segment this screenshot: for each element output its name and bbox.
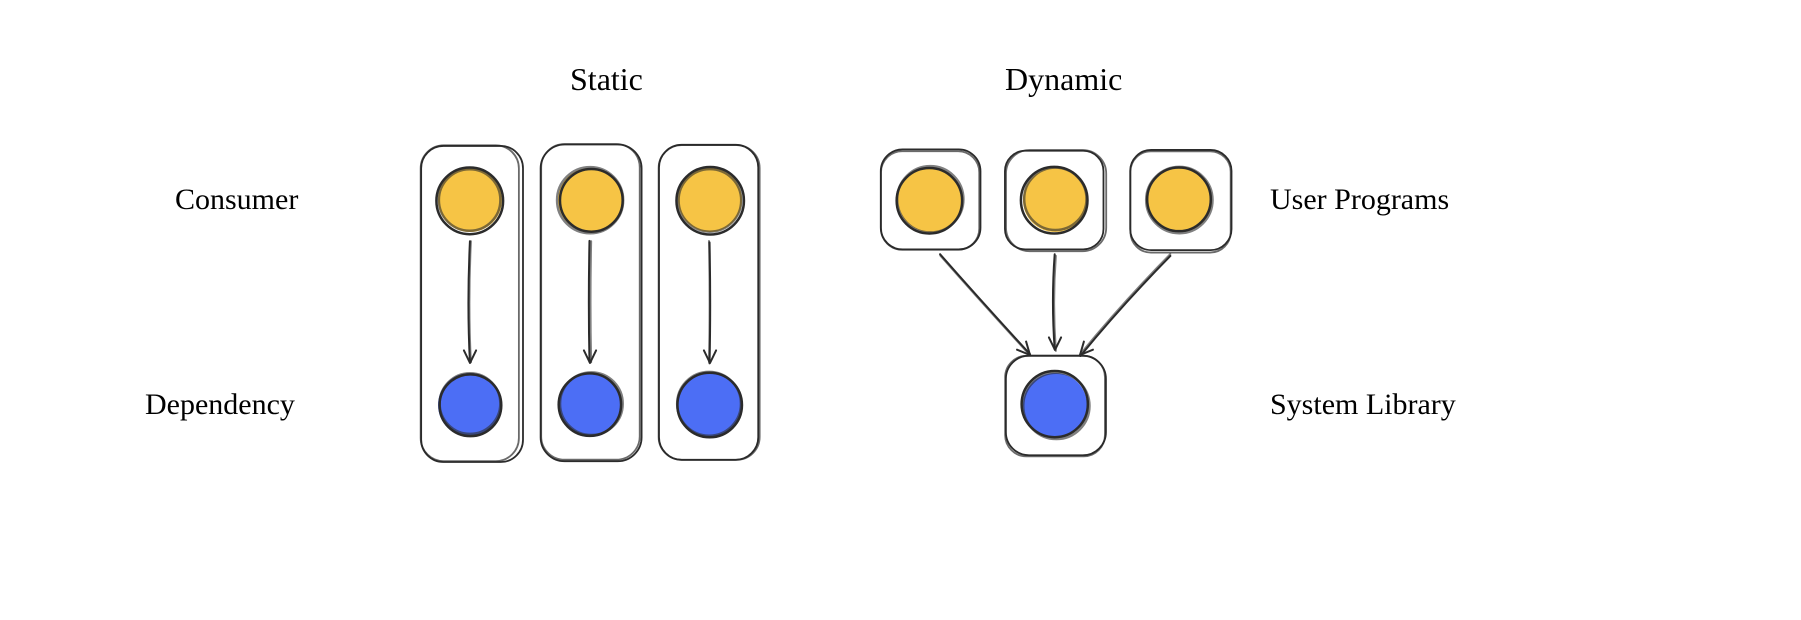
dynamic-title: Dynamic [1005,61,1122,98]
static-left-label-0: Consumer [175,183,298,217]
static-left-label-1: Dependency [145,388,295,422]
dynamic-right-label-1: System Library [1270,388,1456,422]
linking-diagram [0,0,1801,620]
dynamic-right-label-0: User Programs [1270,183,1449,217]
static-title: Static [570,61,643,98]
